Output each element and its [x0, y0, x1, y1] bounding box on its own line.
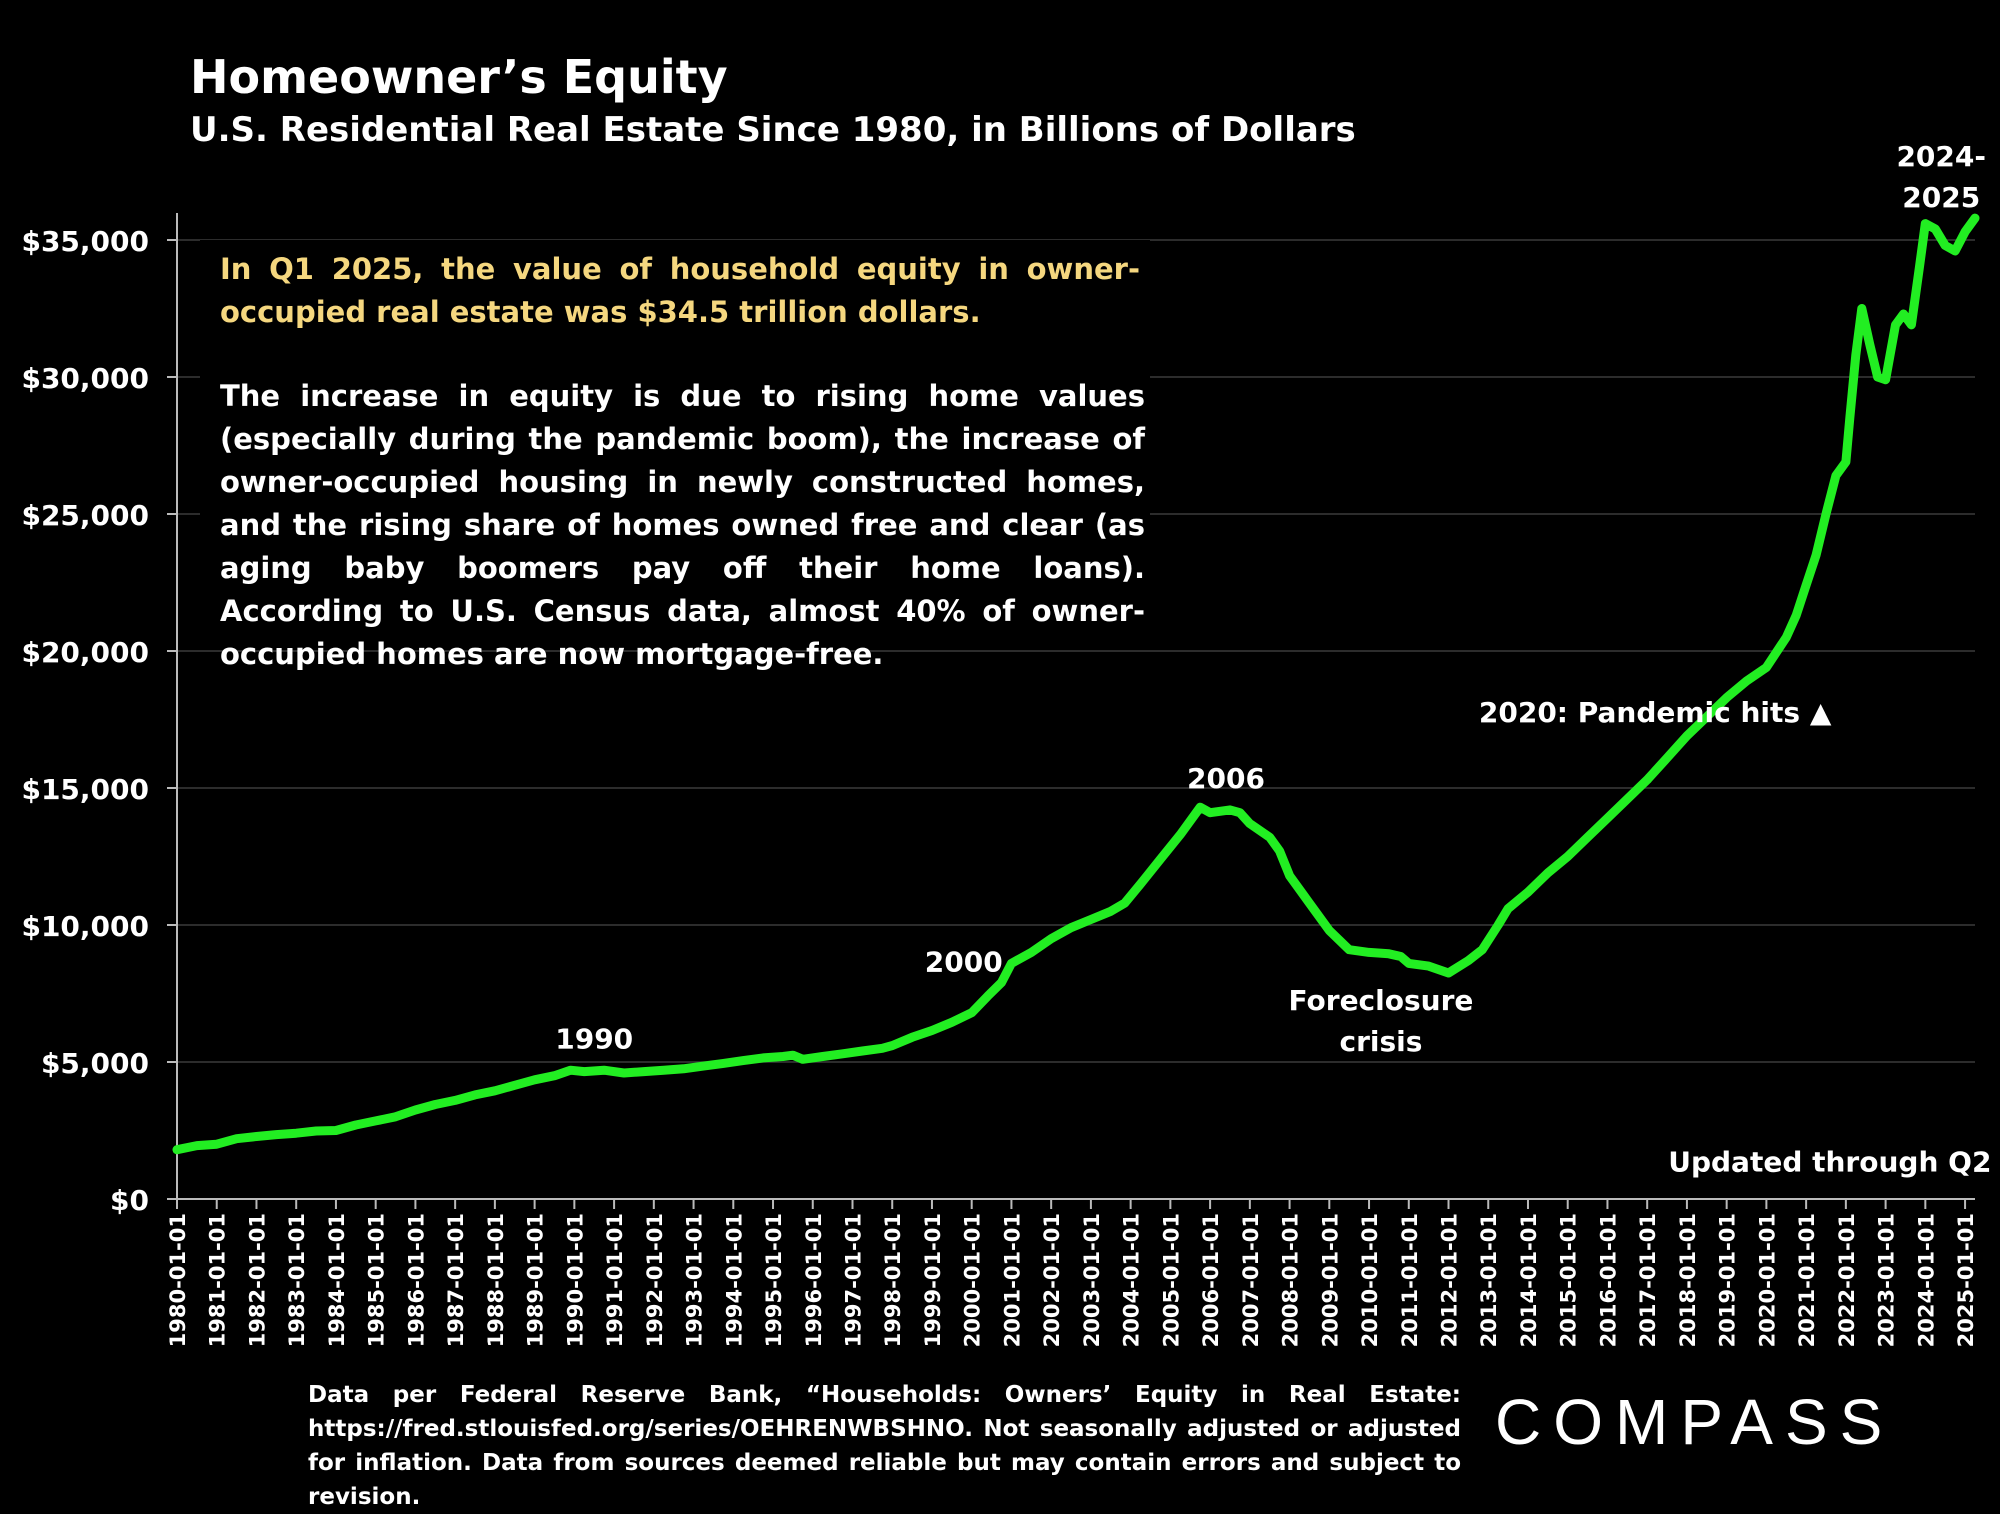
x-tick-label: 2004-01-01 — [1120, 1213, 1144, 1347]
y-tick-label: $5,000 — [41, 1047, 149, 1080]
y-tick-labels: $0 $5,000 $10,000 $15,000 $20,000 $25,000 $30,… — [21, 225, 149, 1217]
x-tick-label: 2019-01-01 — [1716, 1213, 1740, 1347]
x-tick-label: 2011-01-01 — [1398, 1213, 1422, 1347]
x-tick-label: 1980-01-01 — [166, 1213, 190, 1347]
x-tick-label: 2012-01-01 — [1438, 1213, 1462, 1347]
x-tick-label: 2017-01-01 — [1636, 1213, 1660, 1347]
series-layer — [172, 213, 1980, 1155]
chart-annotation: Foreclosure — [1289, 984, 1474, 1017]
x-tick-label: 2014-01-01 — [1517, 1213, 1541, 1347]
x-tick-label: 2008-01-01 — [1279, 1213, 1303, 1347]
x-tick-label: 2002-01-01 — [1040, 1213, 1064, 1347]
x-tick-label: 1985-01-01 — [365, 1213, 389, 1347]
annotations: 1990 2000 2006 Foreclosure crisis 2020: Pande… — [555, 140, 2000, 1179]
chart-title: Homeowner’s Equity — [190, 50, 728, 104]
y-tick-label: $30,000 — [21, 362, 149, 395]
x-tick-label: 1994-01-01 — [722, 1213, 746, 1347]
chart-annotation: crisis — [1339, 1025, 1422, 1058]
x-tick-label: 2006-01-01 — [1199, 1213, 1223, 1347]
axes — [167, 213, 1975, 1209]
y-tick-label: $25,000 — [21, 499, 149, 532]
chart-annotation: 2024- — [1896, 140, 1986, 173]
source-note: Data per Federal Reserve Bank, “Househol… — [308, 1382, 1461, 1510]
chart-subtitle: U.S. Residential Real Estate Since 1980,… — [190, 110, 1356, 150]
callout-body-text: The increase in equity is due to rising … — [220, 379, 1145, 671]
x-tick-label: 2010-01-01 — [1358, 1213, 1382, 1347]
x-tick-labels: 1980-01-01 1981-01-01 1982-01-01 1983-01-01… — [166, 1213, 1978, 1347]
x-tick-label: 1992-01-01 — [643, 1213, 667, 1347]
chart-annotation: 1990 — [555, 1022, 633, 1055]
x-tick-label: 2016-01-01 — [1596, 1213, 1620, 1347]
x-tick-label: 1984-01-01 — [325, 1213, 349, 1347]
y-tick-label: $15,000 — [21, 773, 149, 806]
y-tick-label: $20,000 — [21, 636, 149, 669]
x-tick-label: 1991-01-01 — [603, 1213, 627, 1347]
x-tick-label: 1997-01-01 — [841, 1213, 865, 1347]
x-tick-label: 1982-01-01 — [245, 1213, 269, 1347]
x-tick-label: 1998-01-01 — [881, 1213, 905, 1347]
x-tick-label: 1995-01-01 — [762, 1213, 786, 1347]
x-tick-label: 2020-01-01 — [1755, 1213, 1779, 1347]
x-tick-label: 1990-01-01 — [563, 1213, 587, 1347]
x-tick-label: 2023-01-01 — [1875, 1213, 1899, 1347]
x-tick-label: 2005-01-01 — [1159, 1213, 1183, 1347]
compass-logo: COMPASS — [1495, 1386, 1895, 1458]
x-tick-label: 1986-01-01 — [404, 1213, 428, 1347]
y-tick-label: $10,000 — [21, 910, 149, 943]
x-tick-label: 1987-01-01 — [444, 1213, 468, 1347]
x-tick-label: 1993-01-01 — [683, 1213, 707, 1347]
chart-annotation: Updated through Q2 2025 — [1668, 1146, 2000, 1179]
x-tick-label: 2021-01-01 — [1795, 1213, 1819, 1347]
callout-box — [200, 240, 1150, 640]
x-tick-label: 2009-01-01 — [1318, 1213, 1342, 1347]
y-tick-label: $35,000 — [21, 225, 149, 258]
chart-annotation: 2006 — [1187, 762, 1265, 795]
x-tick-label: 2003-01-01 — [1080, 1213, 1104, 1347]
x-tick-label: 2007-01-01 — [1239, 1213, 1263, 1347]
x-tick-label: 1983-01-01 — [285, 1213, 309, 1347]
chart-annotation: 2000 — [925, 946, 1003, 979]
x-tick-label: 1988-01-01 — [484, 1213, 508, 1347]
x-tick-label: 1996-01-01 — [802, 1213, 826, 1347]
x-tick-label: 2022-01-01 — [1835, 1213, 1859, 1347]
x-tick-label: 1999-01-01 — [921, 1213, 945, 1347]
chart-annotation: 2020: Pandemic hits ▲ — [1479, 696, 1832, 729]
x-tick-label: 1981-01-01 — [206, 1213, 230, 1347]
x-tick-label: 2018-01-01 — [1676, 1213, 1700, 1347]
x-tick-label: 2001-01-01 — [1000, 1213, 1024, 1347]
x-tick-label: 2013-01-01 — [1477, 1213, 1501, 1347]
x-tick-label: 1989-01-01 — [524, 1213, 548, 1347]
x-tick-label: 2000-01-01 — [961, 1213, 985, 1347]
y-tick-label: $0 — [110, 1184, 149, 1217]
x-tick-label: 2024-01-01 — [1914, 1213, 1938, 1347]
chart-annotation: 2025 — [1902, 181, 1980, 214]
callout-highlight-text: In Q1 2025, the value of household equit… — [220, 252, 1140, 329]
x-tick-label: 2015-01-01 — [1557, 1213, 1581, 1347]
equity-series-line — [172, 213, 1980, 1155]
x-tick-label: 2025-01-01 — [1954, 1213, 1978, 1347]
